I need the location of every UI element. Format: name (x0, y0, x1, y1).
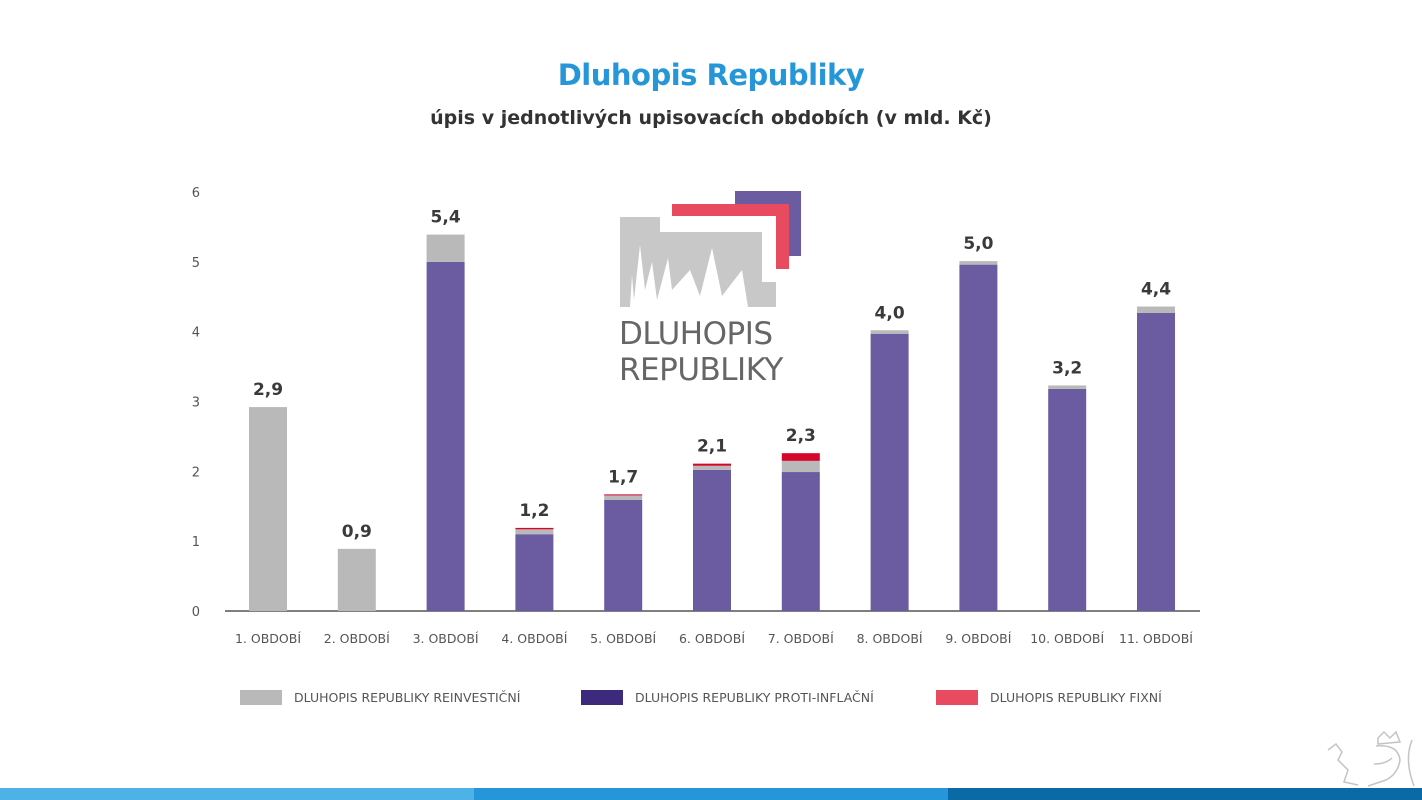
bar-segment (604, 495, 643, 500)
x-tick-label: 5. OBDOBÍ (590, 631, 656, 646)
logo-line2: REPUBLIKY (619, 352, 783, 388)
bar-segment (604, 499, 643, 611)
bar-segment (693, 469, 731, 611)
bar-segment (249, 407, 287, 611)
legend-label: DLUHOPIS REPUBLIKY FIXNÍ (990, 690, 1162, 705)
x-tick-label: 10. OBDOBÍ (1030, 631, 1104, 646)
x-tick-label: 1. OBDOBÍ (235, 631, 301, 646)
data-label: 5,4 (431, 208, 461, 228)
chart-title: Dluhopis Republiky (557, 58, 865, 92)
logo-text: DLUHOPIS REPUBLIKY (619, 316, 783, 388)
bar-segment (781, 460, 820, 473)
legend-item-reinvesticni: DLUHOPIS REPUBLIKY REINVESTIČNÍ (240, 690, 520, 705)
bar-segment (781, 453, 820, 461)
x-tick-label: 8. OBDOBÍ (857, 631, 923, 646)
bar-segment (693, 465, 731, 470)
y-tick-label: 2 (192, 465, 200, 480)
legend-item-fixni: DLUHOPIS REPUBLIKY FIXNÍ (936, 690, 1162, 705)
data-label: 1,2 (519, 501, 549, 521)
legend-label: DLUHOPIS REPUBLIKY PROTI-INFLAČNÍ (635, 690, 874, 705)
legend-label: DLUHOPIS REPUBLIKY REINVESTIČNÍ (294, 690, 521, 705)
bar-segment (515, 534, 554, 611)
logo-line1: DLUHOPIS (619, 316, 773, 352)
bar-segment (781, 472, 820, 611)
x-tick-label: 3. OBDOBÍ (413, 631, 479, 646)
data-label: 4,4 (1141, 280, 1171, 300)
bar-segment (1137, 306, 1175, 313)
data-label: 2,1 (697, 437, 727, 457)
bar-segment (870, 330, 909, 334)
data-label: 5,0 (963, 234, 993, 254)
bar-segment (337, 548, 376, 611)
y-tick-label: 6 (192, 186, 200, 201)
y-tick-label: 5 (192, 256, 200, 271)
legend-swatch (581, 690, 623, 705)
bar-segment (515, 529, 554, 535)
bar-segment (426, 234, 465, 262)
footer-stripe (0, 788, 474, 800)
bar-segment (515, 527, 554, 530)
bar-segment (604, 494, 643, 496)
x-tick-label: 11. OBDOBÍ (1119, 631, 1193, 646)
logo-graphic (620, 191, 801, 307)
bar-segment (693, 463, 731, 466)
x-tick-label: 9. OBDOBÍ (945, 631, 1011, 646)
coat-of-arms-lion-icon (1327, 730, 1415, 787)
bar-segment (1137, 312, 1175, 611)
x-tick-label: 2. OBDOBÍ (324, 631, 390, 646)
x-tick-label: 6. OBDOBÍ (679, 631, 745, 646)
footer-stripe (474, 788, 948, 800)
bar-segment (1048, 385, 1087, 389)
bar-segment (1048, 388, 1087, 611)
chart-subtitle: úpis v jednotlivých upisovacích obdobích… (430, 107, 992, 129)
x-tick-label: 7. OBDOBÍ (768, 631, 834, 646)
y-tick-label: 3 (192, 396, 200, 411)
data-label: 2,9 (253, 380, 283, 400)
footer-stripe (948, 788, 1422, 800)
data-label: 0,9 (342, 522, 372, 542)
y-tick-label: 4 (192, 326, 200, 341)
x-tick-label: 4. OBDOBÍ (501, 631, 567, 646)
data-label: 4,0 (875, 303, 905, 323)
y-tick-label: 0 (192, 605, 200, 620)
legend-swatch (936, 690, 978, 705)
bar-segment (426, 261, 465, 611)
data-label: 3,2 (1052, 358, 1082, 378)
legend-item-proti-inflacni: DLUHOPIS REPUBLIKY PROTI-INFLAČNÍ (581, 690, 874, 705)
data-label: 1,7 (608, 467, 638, 487)
data-label: 2,3 (786, 426, 816, 446)
bar-segment (959, 261, 998, 265)
bar-segment (959, 264, 998, 611)
legend-swatch (240, 690, 282, 705)
bar-segment (870, 333, 909, 611)
y-tick-label: 1 (192, 535, 200, 550)
